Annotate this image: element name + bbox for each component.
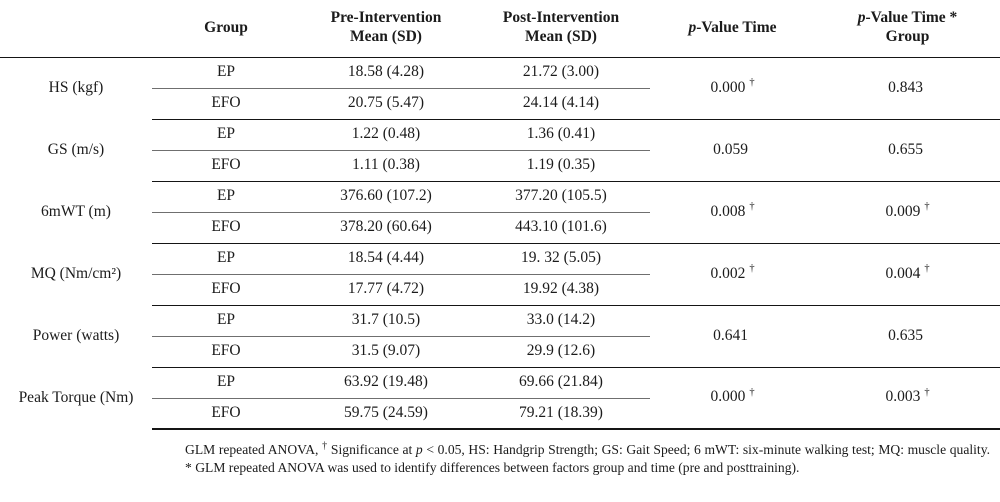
measure-label: 6mWT (m) — [41, 202, 111, 220]
p-interaction-cell: 0.004 † — [815, 243, 1000, 306]
pre-cell: 63.92 (19.48) — [300, 367, 472, 399]
p-time-cell: 0.008 † — [650, 181, 815, 244]
dagger-mark: † — [749, 263, 755, 275]
dagger-mark: † — [322, 440, 328, 452]
post-cell: 33.0 (14.2) — [472, 305, 650, 337]
group-cell: EP — [152, 57, 300, 89]
post-cell: 377.20 (105.5) — [472, 181, 650, 213]
pre-cell: 376.60 (107.2) — [300, 181, 472, 213]
table-row: EFO 378.20 (60.64) 443.10 (101.6) — [0, 212, 1000, 244]
dagger-mark: † — [749, 387, 755, 399]
pre-cell: 18.58 (4.28) — [300, 57, 472, 89]
post-cell: 69.66 (21.84) — [472, 367, 650, 399]
results-table: Group Pre-Intervention Mean (SD) Post-In… — [0, 0, 1000, 430]
table-row: EFO 17.77 (4.72) 19.92 (4.38) — [0, 274, 1000, 306]
measure-label: GS (m/s) — [47, 140, 105, 158]
block-power: Power (watts) EP 31.7 (10.5) 33.0 (14.2)… — [0, 305, 1000, 368]
pre-cell: 17.77 (4.72) — [300, 274, 472, 306]
p-interaction-cell: 0.003 † — [815, 367, 1000, 430]
pre-cell: 378.20 (60.64) — [300, 212, 472, 244]
pre-cell: 1.22 (0.48) — [300, 119, 472, 151]
table-row: MQ (Nm/cm²) EP 18.54 (4.44) 19. 32 (5.05… — [0, 243, 1000, 306]
p-time-cell: 0.059 — [650, 119, 815, 182]
post-cell: 24.14 (4.14) — [472, 88, 650, 120]
p-time-cell: 0.000 † — [650, 367, 815, 430]
table-footnote: GLM repeated ANOVA, † Significance at p … — [185, 440, 991, 475]
table-row: GS (m/s) EP 1.22 (0.48) 1.36 (0.41) 0.05… — [0, 119, 1000, 182]
header-post-intervention: Post-Intervention Mean (SD) — [472, 0, 650, 58]
table-row: EFO 59.75 (24.59) 79.21 (18.39) — [0, 398, 1000, 430]
measure-label: HS (kgf) — [48, 78, 104, 96]
table-row: HS (kgf) EP 18.58 (4.28) 21.72 (3.00) 0.… — [0, 57, 1000, 120]
measure-label: MQ (Nm/cm²) — [30, 264, 122, 282]
header-group: Group — [152, 0, 300, 58]
table-row: EFO 1.11 (0.38) 1.19 (0.35) — [0, 150, 1000, 182]
dagger-mark: † — [924, 387, 930, 399]
group-cell: EFO — [152, 336, 300, 368]
pre-cell: 59.75 (24.59) — [300, 398, 472, 430]
block-gs: GS (m/s) EP 1.22 (0.48) 1.36 (0.41) 0.05… — [0, 119, 1000, 182]
group-cell: EFO — [152, 150, 300, 182]
table-row: EFO 20.75 (5.47) 24.14 (4.14) — [0, 88, 1000, 120]
measure-label: Power (watts) — [32, 326, 120, 344]
block-6mwt: 6mWT (m) EP 376.60 (107.2) 377.20 (105.5… — [0, 181, 1000, 244]
group-cell: EP — [152, 367, 300, 399]
p-time-cell: 0.000 † — [650, 57, 815, 120]
measure-label: Peak Torque (Nm) — [18, 388, 134, 406]
header-measure-blank — [0, 0, 152, 58]
header-p-value-time: p-Value Time — [650, 0, 815, 58]
dagger-mark: † — [749, 77, 755, 89]
table-row: EFO 31.5 (9.07) 29.9 (12.6) — [0, 336, 1000, 368]
post-cell: 19. 32 (5.05) — [472, 243, 650, 275]
dagger-mark: † — [749, 201, 755, 213]
table-row: 6mWT (m) EP 376.60 (107.2) 377.20 (105.5… — [0, 181, 1000, 244]
dagger-mark: † — [924, 201, 930, 213]
table-header: Group Pre-Intervention Mean (SD) Post-In… — [0, 0, 1000, 58]
block-peak-torque: Peak Torque (Nm) EP 63.92 (19.48) 69.66 … — [0, 367, 1000, 430]
group-cell: EFO — [152, 274, 300, 306]
table-row: Power (watts) EP 31.7 (10.5) 33.0 (14.2)… — [0, 305, 1000, 368]
post-cell: 79.21 (18.39) — [472, 398, 650, 430]
table-row: Peak Torque (Nm) EP 63.92 (19.48) 69.66 … — [0, 367, 1000, 430]
pre-cell: 31.5 (9.07) — [300, 336, 472, 368]
block-hs: HS (kgf) EP 18.58 (4.28) 21.72 (3.00) 0.… — [0, 57, 1000, 120]
group-cell: EFO — [152, 212, 300, 244]
p-time-cell: 0.641 — [650, 305, 815, 368]
pre-cell: 20.75 (5.47) — [300, 88, 472, 120]
p-interaction-cell: 0.655 — [815, 119, 1000, 182]
group-cell: EP — [152, 243, 300, 275]
group-cell: EP — [152, 305, 300, 337]
p-interaction-cell: 0.009 † — [815, 181, 1000, 244]
post-cell: 29.9 (12.6) — [472, 336, 650, 368]
dagger-mark: † — [924, 263, 930, 275]
block-mq: MQ (Nm/cm²) EP 18.54 (4.44) 19. 32 (5.05… — [0, 243, 1000, 306]
p-interaction-cell: 0.843 — [815, 57, 1000, 120]
group-cell: EP — [152, 119, 300, 151]
group-cell: EFO — [152, 88, 300, 120]
post-cell: 19.92 (4.38) — [472, 274, 650, 306]
post-cell: 1.19 (0.35) — [472, 150, 650, 182]
pre-cell: 1.11 (0.38) — [300, 150, 472, 182]
post-cell: 1.36 (0.41) — [472, 119, 650, 151]
p-time-cell: 0.002 † — [650, 243, 815, 306]
post-cell: 443.10 (101.6) — [472, 212, 650, 244]
header-pre-intervention: Pre-Intervention Mean (SD) — [300, 0, 472, 58]
pre-cell: 18.54 (4.44) — [300, 243, 472, 275]
p-interaction-cell: 0.635 — [815, 305, 1000, 368]
group-cell: EP — [152, 181, 300, 213]
pre-cell: 31.7 (10.5) — [300, 305, 472, 337]
group-cell: EFO — [152, 398, 300, 430]
post-cell: 21.72 (3.00) — [472, 57, 650, 89]
header-p-value-time-group: p-Value Time * Group — [815, 0, 1000, 58]
